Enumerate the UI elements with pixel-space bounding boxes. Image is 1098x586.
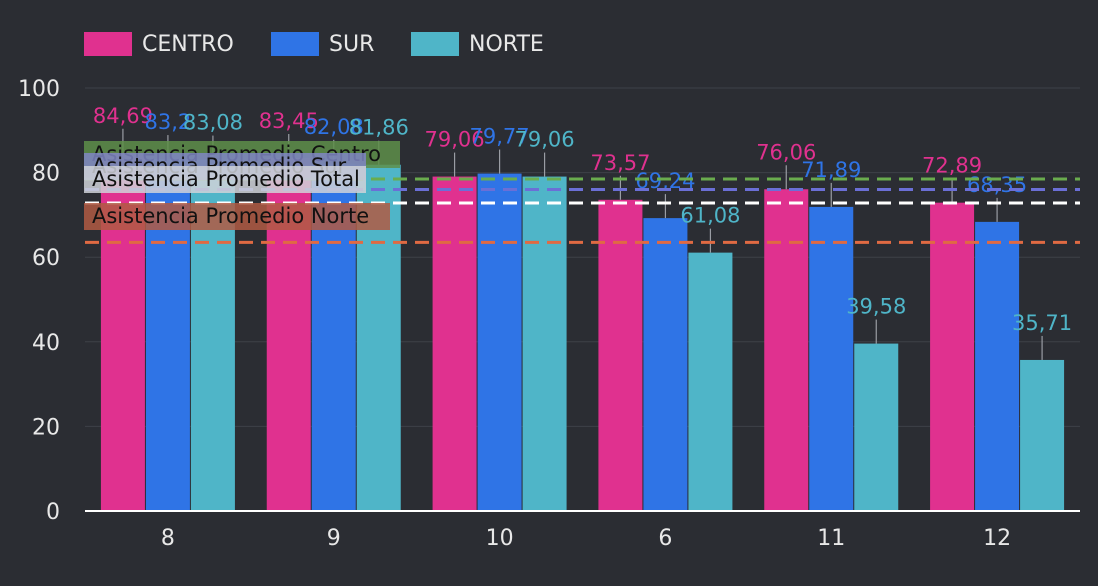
data-label: 35,71	[1012, 311, 1072, 335]
bar-norte-6	[688, 252, 733, 512]
data-label: 83,08	[183, 111, 243, 135]
x-tick-label: 9	[327, 526, 341, 551]
legend: CENTRO SUR NORTE	[84, 32, 544, 57]
legend-label-centro: CENTRO	[142, 32, 234, 57]
bar-sur-6	[643, 218, 688, 511]
y-tick-label: 20	[32, 415, 60, 440]
data-label: 79,77	[470, 125, 530, 149]
bar-norte-11	[854, 343, 899, 511]
x-tick-label: 11	[817, 526, 845, 551]
data-label: 84,69	[93, 104, 153, 128]
data-label: 79,06	[425, 128, 485, 152]
data-label: 76,06	[756, 140, 816, 164]
y-axis: 0 20 40 60 80 100	[18, 77, 60, 525]
bar-sur-10	[477, 173, 522, 511]
legend-swatch-sur	[271, 32, 319, 56]
reference-label: Asistencia Promedio Total	[92, 167, 360, 191]
y-tick-label: 100	[18, 77, 60, 102]
data-label: 39,58	[846, 295, 906, 319]
data-label: 81,86	[349, 116, 409, 140]
legend-swatch-norte	[411, 32, 459, 56]
x-tick-label: 10	[486, 526, 514, 551]
bar-centro-12	[930, 202, 975, 511]
legend-swatch-centro	[84, 32, 132, 56]
reference-label: Asistencia Promedio Norte	[92, 204, 369, 228]
legend-label-norte: NORTE	[469, 32, 544, 57]
bar-centro-6	[598, 199, 643, 512]
bar-norte-12	[1020, 359, 1065, 511]
x-tick-label: 12	[983, 526, 1011, 551]
reference-label-box	[84, 203, 390, 230]
y-tick-label: 40	[32, 331, 60, 356]
bar-sur-11	[809, 206, 854, 511]
x-tick-label: 6	[658, 526, 672, 551]
data-label: 61,08	[680, 204, 740, 228]
data-label: 79,06	[515, 128, 575, 152]
y-tick-label: 80	[32, 162, 60, 187]
y-tick-label: 0	[46, 500, 60, 525]
data-label: 82,08	[304, 115, 364, 139]
reference-lines: Asistencia Promedio CentroAsistencia Pro…	[84, 141, 1080, 244]
x-tick-label: 8	[161, 526, 175, 551]
bar-norte-10	[522, 176, 567, 511]
data-label: 71,89	[801, 158, 861, 182]
data-label: 83,45	[259, 109, 319, 133]
y-tick-label: 60	[32, 246, 60, 271]
bar-sur-12	[975, 221, 1020, 511]
data-label: 72,89	[922, 154, 982, 178]
reference-label-box	[84, 166, 366, 193]
data-label: 68,35	[967, 173, 1027, 197]
data-label: 73,57	[590, 151, 650, 175]
data-label: 83,2	[145, 110, 192, 134]
x-axis: 8 9 10 6 11 12	[85, 510, 1080, 551]
bar-centro-11	[764, 189, 809, 511]
bar-centro-10	[432, 176, 477, 511]
legend-label-sur: SUR	[329, 32, 374, 57]
